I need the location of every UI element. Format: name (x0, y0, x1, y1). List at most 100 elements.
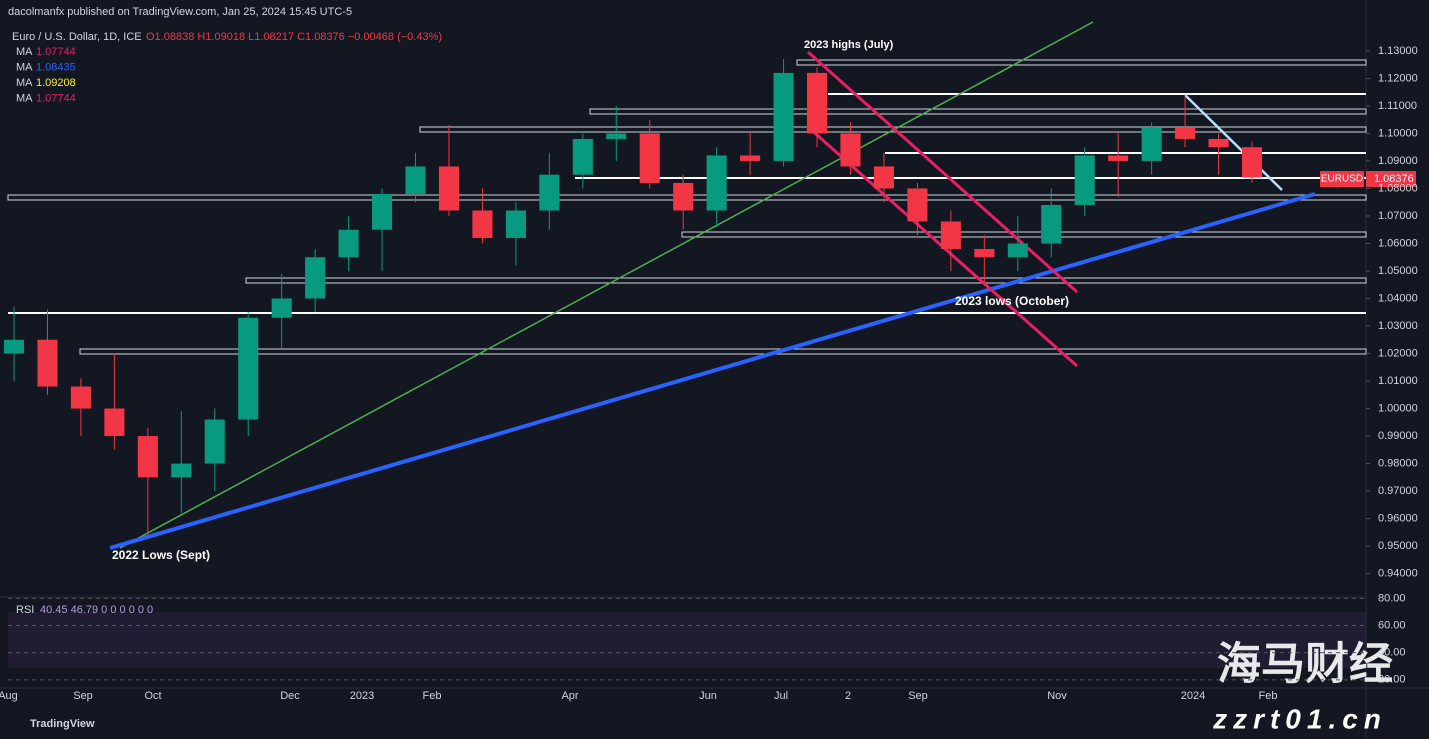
annotation: 2022 Lows (Sept) (112, 548, 210, 562)
candle-body (773, 72, 794, 161)
price-tag-value-bg (1366, 171, 1416, 187)
x-tick-label: 2023 (350, 690, 374, 702)
candle-body (1108, 155, 1129, 161)
candle-body (1007, 243, 1028, 258)
x-tick-label: Jun (699, 690, 717, 702)
x-tick-label: 2 (845, 690, 851, 702)
zone (79, 348, 1367, 355)
y-tick-label: 1.00000 (1378, 402, 1418, 414)
y-tick-label: 0.99000 (1378, 430, 1418, 442)
ma-value: 1.09208 (36, 77, 76, 89)
candle-body (372, 193, 393, 230)
footer-brand: TradingView (30, 718, 95, 730)
candle-body (1175, 127, 1196, 139)
zone (589, 108, 1367, 115)
candle-body (438, 166, 460, 211)
candle-body (271, 298, 292, 318)
candle-body (940, 221, 961, 249)
candle-body (1208, 138, 1229, 148)
symbol-title: Euro / U.S. Dollar, 1D, ICE (12, 31, 142, 43)
rsi-name: RSI (16, 604, 34, 616)
candle-body (873, 166, 894, 189)
y-tick-label: 1.09000 (1378, 155, 1418, 167)
candle-body (338, 229, 359, 258)
x-tick-label: Oct (144, 690, 161, 702)
ma-value: 1.07744 (36, 46, 76, 58)
ma-value: 1.07744 (36, 92, 76, 104)
annotation: 2023 highs (July) (804, 39, 894, 51)
candle-body (1241, 147, 1263, 178)
y-tick-label: 0.96000 (1378, 512, 1418, 524)
rsi-band (8, 612, 1366, 668)
zone (681, 231, 1367, 238)
candle-body (405, 166, 426, 194)
candle-body (806, 72, 828, 134)
x-tick-label: Sep (73, 690, 93, 702)
rsi-tick-label: 20.00 (1378, 674, 1406, 686)
y-tick-label: 0.94000 (1378, 568, 1418, 580)
y-tick-label: 1.11000 (1378, 100, 1417, 112)
annotation: 2023 lows (October) (955, 294, 1069, 308)
rsi-tick-label: 60.00 (1378, 619, 1406, 631)
y-tick-label: 1.05000 (1378, 265, 1418, 277)
candle-body (1041, 204, 1062, 244)
y-tick-label: 1.10000 (1378, 127, 1418, 139)
price-tag-name: EURUSD (1321, 174, 1363, 185)
rsi-values: 40.45 46.79 0 0 0 0 0 0 (40, 604, 153, 616)
rsi-tick-label: 80.00 (1378, 592, 1406, 604)
x-tick-label: Feb (1259, 690, 1278, 702)
candle-body (606, 133, 627, 139)
candle-body (3, 339, 25, 354)
x-tick-label: Jul (774, 690, 788, 702)
candle-body (37, 339, 58, 387)
quote: O1.08838 H1.09018 L1.08217 C1.08376 −0.0… (146, 31, 442, 43)
y-tick-label: 1.01000 (1378, 375, 1418, 387)
y-tick-label: 1.07000 (1378, 210, 1418, 222)
candle-body (238, 317, 259, 420)
x-tick-label: Nov (1047, 690, 1067, 702)
zone (245, 277, 1367, 284)
y-tick-label: 1.12000 (1378, 72, 1418, 84)
candle-body (639, 133, 660, 183)
watermark-site: zzrt01.cn (1212, 703, 1387, 734)
y-tick-label: 1.03000 (1378, 320, 1418, 332)
candle-body (137, 436, 158, 478)
candle-body (539, 174, 560, 211)
trendline (109, 192, 1316, 550)
ma-name: MA (16, 46, 33, 58)
x-tick-label: Dec (280, 690, 300, 702)
x-tick-label: Sep (908, 690, 928, 702)
y-tick-label: 1.06000 (1378, 237, 1418, 249)
candle-body (305, 257, 326, 299)
rsi-tick-label: 40.00 (1378, 647, 1406, 659)
y-tick-label: 1.08000 (1378, 182, 1418, 194)
candle-body (171, 463, 192, 478)
candles (3, 59, 1263, 536)
y-tick-label: 0.97000 (1378, 485, 1418, 497)
y-tick-label: 0.95000 (1378, 540, 1418, 552)
trendline (119, 21, 1094, 549)
candle-body (907, 188, 928, 222)
candle-body (673, 182, 694, 211)
y-tick-label: 1.04000 (1378, 292, 1418, 304)
ma-name: MA (16, 77, 33, 89)
x-tick-label: Apr (561, 690, 578, 702)
x-tick-label: 2024 (1181, 690, 1205, 702)
candle-body (1141, 127, 1162, 161)
watermark: 海马财经 (1217, 640, 1393, 689)
candle-body (70, 386, 91, 409)
x-tick-label: Feb (423, 690, 442, 702)
candle-body (505, 210, 526, 238)
zone (796, 59, 1367, 66)
y-tick-label: 0.98000 (1378, 457, 1418, 469)
publisher: dacolmanfx published on TradingView.com,… (8, 6, 352, 18)
channel (807, 50, 1078, 294)
ma-name: MA (16, 61, 33, 73)
ma-name: MA (16, 92, 33, 104)
candle-body (740, 155, 761, 161)
candle-body (974, 248, 995, 258)
candle-body (104, 408, 125, 437)
price-tag-bg (1320, 171, 1364, 187)
candle-body (840, 133, 861, 167)
